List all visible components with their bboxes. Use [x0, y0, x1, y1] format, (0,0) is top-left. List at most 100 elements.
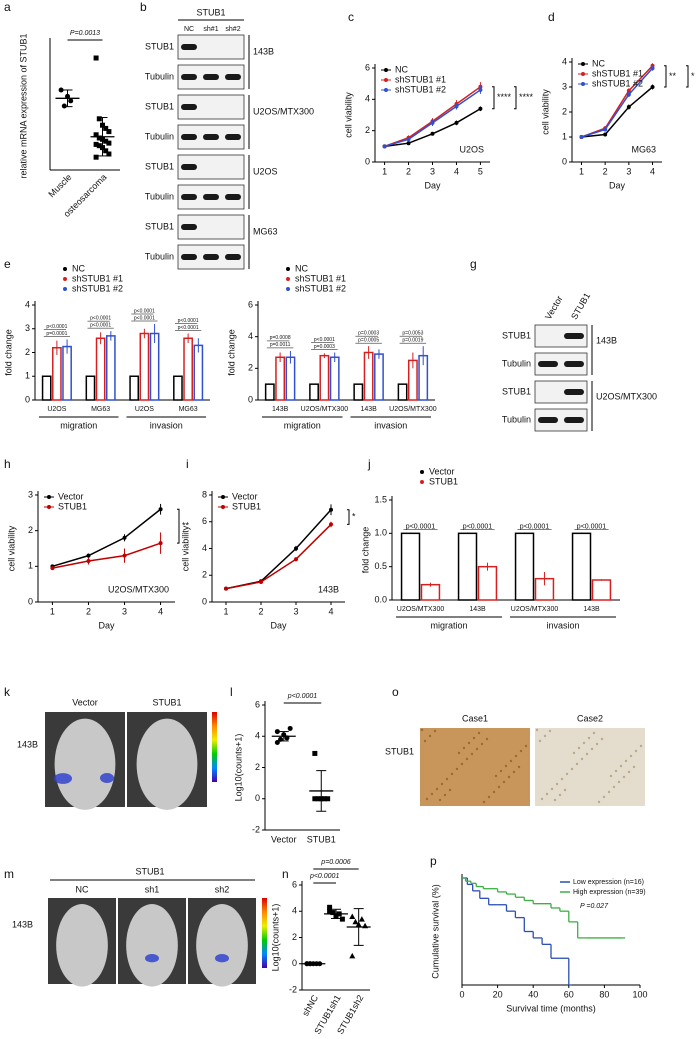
ihc-texture — [472, 736, 476, 740]
data-point — [50, 566, 55, 571]
blot-band — [564, 417, 584, 423]
x-tick-label: 2 — [406, 166, 411, 176]
data-point — [478, 87, 483, 92]
ihc-texture — [553, 798, 557, 802]
panel-letter: j — [367, 457, 371, 471]
ihc-texture — [560, 777, 564, 781]
ihc-texture — [563, 788, 567, 792]
legend-label: Vector — [232, 491, 258, 501]
bar — [41, 375, 52, 401]
ihc-texture — [570, 767, 574, 771]
y-tick-label: 2 — [28, 525, 33, 535]
y-tick-label: 4 — [255, 731, 260, 741]
x-tick-label: 4 — [328, 606, 333, 616]
blot-row-label: Tubulin — [502, 414, 531, 424]
bar — [85, 375, 96, 401]
x-tick-label: Vector — [271, 834, 297, 844]
data-point — [93, 154, 99, 160]
panel-letter: o — [392, 685, 399, 699]
series-line — [225, 509, 332, 590]
x-tick-label: 40 — [528, 989, 538, 999]
ihc-texture — [592, 731, 596, 735]
p-value: p<0.0001 — [178, 325, 199, 331]
color-scale — [262, 898, 267, 968]
p-value: p=0.0003 — [358, 330, 379, 336]
legend-marker — [47, 505, 51, 509]
ihc-texture — [430, 792, 434, 796]
legend-marker — [420, 480, 424, 484]
legend-label: Low expression (n=16) — [573, 879, 644, 886]
ihc-texture — [457, 751, 461, 755]
legend-marker — [581, 82, 585, 86]
ihc-texture — [627, 770, 631, 774]
data-point — [86, 553, 91, 558]
p-value: p=0.0053 — [402, 330, 423, 336]
legend-marker — [47, 495, 51, 499]
legend-label: NC — [592, 58, 605, 68]
y-tick-label: 0 — [25, 394, 30, 404]
ihc-texture — [585, 752, 589, 756]
significance-bracket — [492, 86, 495, 110]
legend-label: NC — [72, 263, 85, 273]
data-point — [603, 132, 608, 137]
ihc-texture — [587, 736, 591, 740]
x-tick-label: 1 — [579, 166, 584, 176]
ihc-texture — [622, 775, 626, 779]
panel-letter: i — [186, 457, 189, 471]
blot-group-label: MG63 — [253, 226, 278, 236]
data-point — [650, 85, 655, 89]
ihc-texture — [595, 742, 599, 746]
legend-label: NC — [395, 64, 408, 74]
data-point — [106, 140, 112, 146]
y-tick-label: 4 — [562, 56, 567, 66]
x-tick-label: MG63 — [179, 406, 198, 413]
bar — [62, 345, 72, 401]
bar — [95, 337, 106, 401]
ihc-texture — [499, 769, 503, 773]
legend-label: STUB1 — [232, 501, 261, 511]
data-point — [603, 127, 608, 132]
panel-letter: l — [230, 685, 233, 699]
y-tick-label: 4 — [248, 331, 253, 341]
panel-letter: k — [4, 685, 11, 699]
bar — [571, 532, 592, 601]
legend-label: shSTUB1 #1 — [592, 68, 643, 78]
x-tick-label: 143B — [360, 406, 377, 413]
image-label: Case2 — [577, 713, 603, 723]
ihc-texture — [492, 790, 496, 794]
data-point — [650, 66, 655, 71]
data-point — [274, 740, 280, 745]
blot-row-label: STUB1 — [145, 41, 174, 51]
p-value: p=0.0011 — [270, 342, 291, 348]
panel-letter: p — [430, 854, 437, 868]
ihc-texture — [624, 759, 628, 763]
y-tick-label: 2 — [25, 347, 30, 357]
data-point — [325, 796, 331, 802]
signal-spot — [100, 773, 114, 783]
y-axis-label: fold change — [226, 329, 236, 376]
blot-band — [181, 104, 197, 110]
x-tick-label: Muscle — [46, 172, 73, 199]
ihc-texture — [555, 782, 559, 786]
x-tick-label: 1 — [223, 606, 228, 616]
data-point — [406, 137, 411, 142]
ihc-texture — [607, 790, 611, 794]
data-point — [478, 106, 483, 111]
mouse-body — [196, 904, 248, 987]
y-tick-label: 3 — [25, 323, 30, 333]
y-tick-label: 2 — [292, 932, 297, 942]
blot-strip — [534, 380, 588, 404]
y-tick-label: 6 — [202, 516, 207, 526]
annotation: p<0.0001 — [287, 693, 317, 700]
ihc-texture — [597, 800, 601, 804]
ihc-texture — [512, 770, 516, 774]
x-axis-label: Survival time (months) — [506, 1003, 596, 1013]
image-label: STUB1 — [152, 697, 181, 707]
data-point — [312, 750, 318, 756]
y-tick-label: 0.0 — [374, 594, 387, 604]
x-axis-label: Day — [609, 180, 626, 190]
ihc-texture — [455, 767, 459, 771]
x-tick-label: STUB1 — [307, 834, 336, 844]
data-point — [329, 522, 333, 527]
data-point — [349, 952, 356, 959]
